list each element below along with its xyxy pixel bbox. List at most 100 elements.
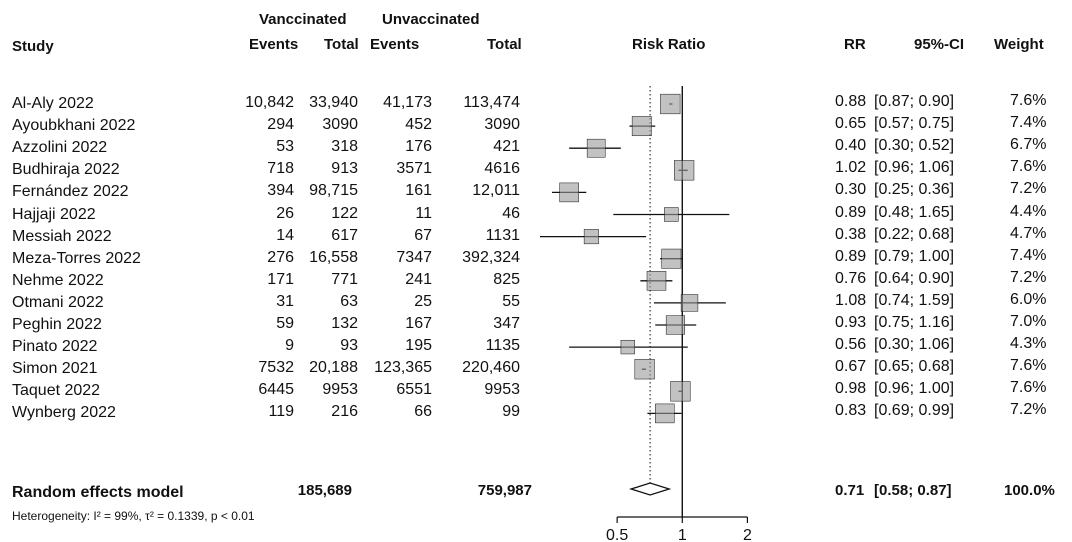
vac-total: 913 [331, 160, 358, 178]
weight-value: 6.0% [1010, 290, 1047, 308]
ci-value: [0.79; 1.00] [874, 247, 955, 265]
ci-value: [0.30; 1.06] [874, 336, 955, 354]
weight-value: 7.2% [1010, 268, 1047, 286]
unvac-events: 11 [415, 204, 432, 222]
header-vac-total: Total [324, 36, 359, 53]
study-name: Wynberg 2022 [12, 404, 116, 422]
rr-value: 0.67 [835, 358, 867, 376]
vac-events: 171 [267, 270, 294, 288]
weight-value: 7.0% [1010, 313, 1047, 330]
vac-events: 59 [276, 315, 294, 332]
header-unvac-total: Total [487, 36, 522, 53]
study-name: Taquet 2022 [12, 382, 101, 400]
study-name: Pinato 2022 [12, 338, 98, 356]
vac-total: 617 [331, 226, 358, 244]
vac-total: 20,188 [309, 359, 358, 377]
weight-value: 4.7% [1010, 224, 1047, 242]
weight-value: 7.6% [1010, 92, 1047, 109]
rr-value: 1.02 [835, 159, 867, 177]
ci-value: [0.65; 0.68] [874, 358, 955, 376]
header-study: Study [12, 38, 54, 55]
unvac-events: 6551 [396, 381, 432, 399]
unvac-events: 41,173 [383, 94, 432, 111]
study-marker [655, 403, 675, 424]
unvac-total: 1135 [485, 337, 520, 355]
study-marker [664, 207, 679, 222]
x-tick-label: 0.5 [606, 527, 628, 542]
study-marker [586, 138, 606, 158]
vac-events: 26 [276, 204, 294, 222]
vac-total: 318 [331, 138, 358, 156]
ci-value: [0.75; 1.16] [874, 314, 955, 331]
vac-total: 98,715 [309, 182, 358, 200]
weight-value: 4.4% [1010, 202, 1047, 220]
unvac-total: 825 [493, 270, 520, 288]
unvac-events: 452 [405, 116, 432, 134]
unvac-total: 421 [493, 138, 520, 156]
ci-value: [0.87; 0.90] [874, 93, 955, 110]
unvac-events: 167 [405, 315, 432, 332]
unvac-total: 1131 [485, 226, 520, 244]
vac-total: 93 [340, 337, 358, 355]
vac-total: 132 [331, 315, 358, 332]
ci-value: [0.64; 0.90] [874, 269, 955, 287]
unvac-total: 392,324 [462, 248, 520, 266]
weight-value: 7.6% [1010, 357, 1047, 375]
rr-value: 0.38 [835, 225, 867, 243]
header-risk-ratio: Risk Ratio [632, 36, 706, 53]
rr-value: 0.76 [835, 269, 867, 287]
pooled-weight: 100.0% [1004, 482, 1055, 499]
rr-value: 0.88 [835, 93, 867, 110]
rr-value: 0.89 [835, 247, 867, 265]
vac-events: 53 [276, 138, 294, 156]
study-marker [674, 160, 695, 181]
heterogeneity-text: Heterogeneity: I² = 99%, τ² = 0.1339, p … [12, 509, 255, 523]
unvac-total: 3090 [484, 116, 520, 134]
weight-value: 7.4% [1010, 246, 1047, 264]
unvac-total: 46 [502, 204, 520, 222]
weight-value: 7.2% [1010, 401, 1047, 419]
study-marker [634, 359, 655, 380]
x-tick-label: 1 [678, 527, 687, 542]
pooled-diamond [628, 482, 672, 496]
vac-events: 7532 [258, 359, 294, 377]
rr-value: 0.98 [835, 380, 867, 398]
weight-value: 4.3% [1010, 335, 1047, 353]
study-marker [660, 93, 681, 115]
vac-events: 276 [267, 248, 294, 266]
vac-total: 33,940 [309, 94, 358, 111]
study-marker [631, 116, 652, 137]
weight-value: 7.6% [1010, 379, 1047, 397]
weight-value: 7.2% [1010, 180, 1047, 198]
vac-events: 10,842 [245, 94, 294, 111]
unvac-events: 241 [405, 270, 432, 288]
study-name: Simon 2021 [12, 360, 98, 378]
unvac-total: 113,474 [463, 94, 520, 111]
ci-value: [0.48; 1.65] [874, 203, 955, 221]
unvac-events: 176 [405, 138, 432, 156]
rr-value: 0.40 [835, 137, 867, 155]
rr-value: 0.56 [835, 336, 867, 354]
study-marker [620, 339, 635, 355]
vac-total: 3090 [322, 116, 358, 134]
unvac-events: 3571 [396, 160, 432, 178]
ci-value: [0.57; 0.75] [874, 115, 955, 133]
header-unvaccinated: Unvaccinated [382, 11, 480, 28]
pooled-label: Random effects model [12, 484, 184, 501]
ci-value: [0.69; 0.99] [874, 402, 955, 420]
ci-value: [0.22; 0.68] [874, 225, 955, 243]
x-tick-label: 2 [743, 527, 752, 542]
unvac-total: 55 [502, 292, 520, 310]
study-name: Ayoubkhani 2022 [12, 117, 136, 135]
vac-events: 119 [268, 403, 294, 421]
rr-value: 0.65 [835, 115, 867, 133]
study-marker [583, 229, 599, 245]
vac-events: 718 [267, 160, 294, 178]
ci-value: [0.96; 1.00] [874, 380, 955, 398]
weight-value: 7.6% [1010, 158, 1047, 176]
study-marker [559, 182, 579, 203]
vac-total: 771 [331, 270, 358, 288]
study-name: Otmani 2022 [12, 293, 104, 311]
unvac-total: 9953 [484, 381, 520, 399]
unvac-total: 347 [493, 315, 520, 332]
